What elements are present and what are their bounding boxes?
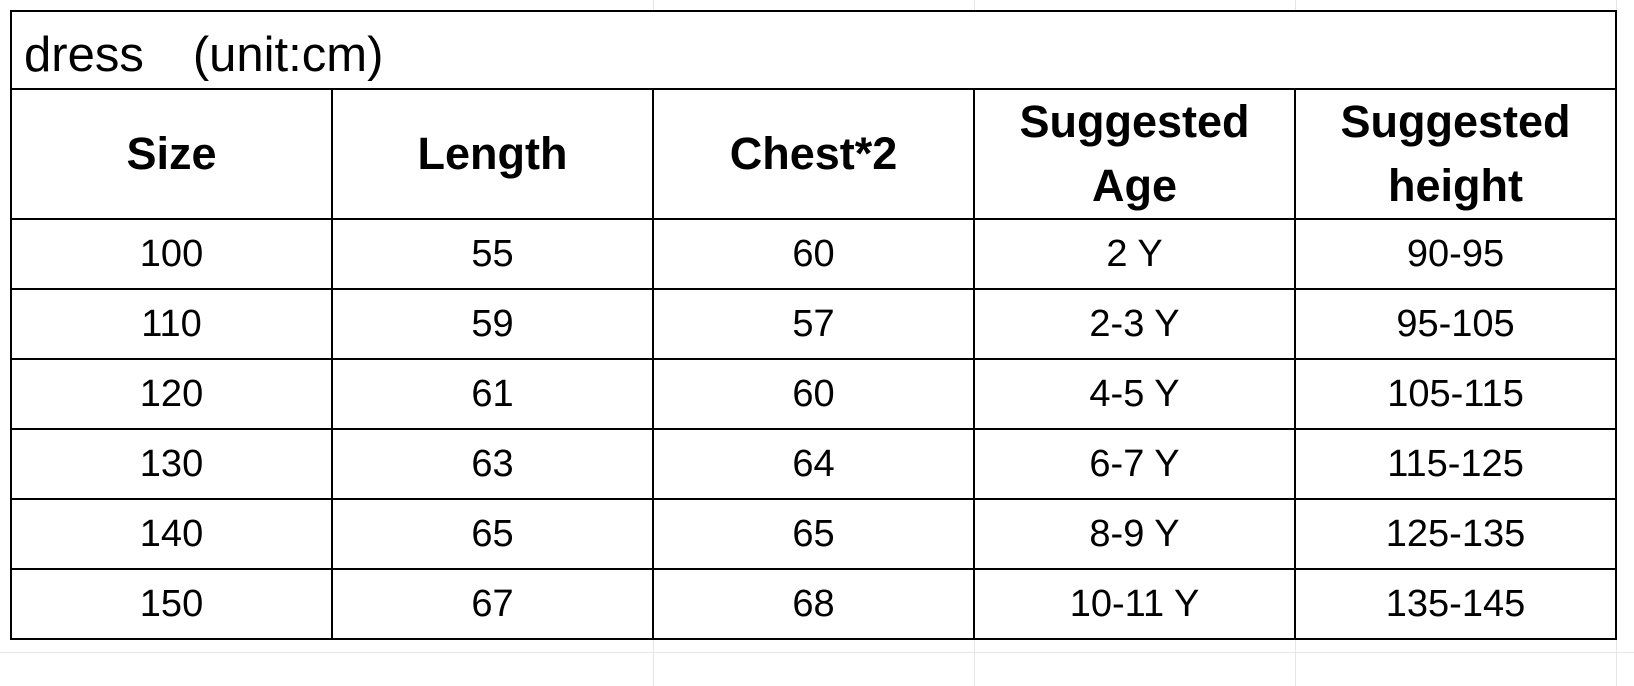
header-chest[interactable]: Chest*2	[652, 88, 975, 220]
gridline	[0, 652, 1634, 653]
cell-height[interactable]: 115-125	[1293, 428, 1618, 500]
title-row: dress (unit:cm)	[9, 10, 1618, 90]
cell-size[interactable]: 150	[10, 568, 333, 640]
cell-size[interactable]: 110	[10, 288, 333, 360]
cell-age[interactable]: 10-11 Y	[973, 568, 1296, 640]
cell-size[interactable]: 120	[10, 358, 333, 430]
table-row: 100 55 60 2 Y 90-95	[10, 218, 1618, 290]
header-length[interactable]: Length	[331, 88, 654, 220]
cell-chest[interactable]: 60	[652, 218, 975, 290]
cell-length[interactable]: 67	[331, 568, 654, 640]
cell-chest[interactable]: 68	[652, 568, 975, 640]
cell-length[interactable]: 61	[331, 358, 654, 430]
cell-height[interactable]: 105-115	[1293, 358, 1618, 430]
header-row: Size Length Chest*2 Suggested Age Sugges…	[10, 88, 1618, 220]
cell-height[interactable]: 90-95	[1293, 218, 1618, 290]
header-suggested-height[interactable]: Suggested height	[1293, 88, 1618, 220]
cell-chest[interactable]: 60	[652, 358, 975, 430]
cell-age[interactable]: 2-3 Y	[973, 288, 1296, 360]
cell-chest[interactable]: 64	[652, 428, 975, 500]
cell-age[interactable]: 4-5 Y	[973, 358, 1296, 430]
table-title[interactable]: dress (unit:cm)	[9, 10, 1618, 90]
header-size[interactable]: Size	[10, 88, 333, 220]
cell-chest[interactable]: 65	[652, 498, 975, 570]
cell-age[interactable]: 8-9 Y	[973, 498, 1296, 570]
cell-height[interactable]: 95-105	[1293, 288, 1618, 360]
size-chart-table: dress (unit:cm) Size Length Chest*2 Sugg…	[9, 10, 1618, 640]
cell-height[interactable]: 135-145	[1293, 568, 1618, 640]
table-row: 120 61 60 4-5 Y 105-115	[10, 358, 1618, 430]
table-row: 150 67 68 10-11 Y 135-145	[10, 568, 1618, 640]
cell-size[interactable]: 140	[10, 498, 333, 570]
cell-age[interactable]: 6-7 Y	[973, 428, 1296, 500]
cell-age[interactable]: 2 Y	[973, 218, 1296, 290]
table-row: 130 63 64 6-7 Y 115-125	[10, 428, 1618, 500]
cell-chest[interactable]: 57	[652, 288, 975, 360]
cell-length[interactable]: 55	[331, 218, 654, 290]
header-suggested-age[interactable]: Suggested Age	[973, 88, 1296, 220]
table-row: 110 59 57 2-3 Y 95-105	[10, 288, 1618, 360]
cell-size[interactable]: 100	[10, 218, 333, 290]
cell-height[interactable]: 125-135	[1293, 498, 1618, 570]
cell-length[interactable]: 63	[331, 428, 654, 500]
cell-length[interactable]: 59	[331, 288, 654, 360]
cell-size[interactable]: 130	[10, 428, 333, 500]
cell-length[interactable]: 65	[331, 498, 654, 570]
table-row: 140 65 65 8-9 Y 125-135	[10, 498, 1618, 570]
